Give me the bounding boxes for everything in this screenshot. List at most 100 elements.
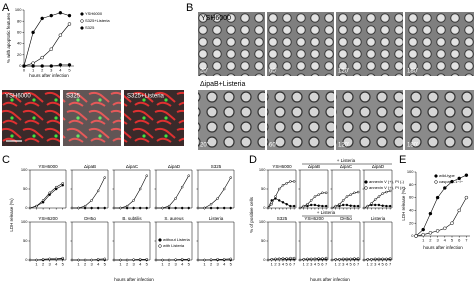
x-tick-label: 5 bbox=[350, 262, 353, 267]
data-point bbox=[373, 257, 377, 261]
y-tick-label: 20 bbox=[17, 52, 22, 57]
facet-title: ΔipaC bbox=[340, 164, 353, 169]
data-point bbox=[285, 202, 288, 206]
facet-title: YSH6000 bbox=[38, 164, 58, 169]
y-axis-label: LDH release (%) bbox=[401, 187, 406, 221]
y-tick-label: 0 bbox=[263, 257, 266, 262]
x-tick-label: 3 bbox=[133, 262, 136, 267]
x-tick-label: 1 bbox=[271, 262, 274, 267]
data-point bbox=[281, 257, 285, 260]
data-point bbox=[385, 257, 388, 261]
data-point bbox=[313, 203, 317, 207]
data-point bbox=[302, 257, 305, 261]
x-axis-label: hours after infection bbox=[310, 277, 350, 282]
legend-label: annexin V (+), PI (+) bbox=[369, 185, 406, 190]
data-point bbox=[366, 204, 369, 208]
time-label: 120' bbox=[338, 143, 349, 149]
x-tick-label: 4 bbox=[59, 68, 62, 73]
series-line bbox=[156, 175, 189, 209]
data-point bbox=[203, 258, 206, 262]
y-tick-label: 60 bbox=[409, 195, 414, 200]
x-tick-label: 1 bbox=[77, 262, 80, 267]
y-tick-label: 100 bbox=[259, 219, 266, 224]
data-point bbox=[345, 195, 349, 198]
data-point bbox=[373, 198, 377, 201]
data-point bbox=[161, 258, 164, 262]
x-tick-label: 1 bbox=[303, 262, 306, 267]
data-point bbox=[274, 195, 277, 198]
data-point bbox=[103, 206, 106, 210]
facet-title: S325 bbox=[277, 216, 288, 221]
legend-marker bbox=[434, 174, 438, 178]
data-point bbox=[421, 232, 425, 237]
data-point bbox=[31, 30, 35, 35]
x-tick-label: 3 bbox=[49, 262, 52, 267]
data-point bbox=[103, 176, 106, 179]
y-tick-label: 80 bbox=[17, 18, 22, 23]
data-point bbox=[35, 258, 38, 262]
row-label: YSH6000 bbox=[201, 15, 231, 22]
data-point bbox=[138, 257, 142, 261]
x-tick-label: 5 bbox=[286, 262, 289, 267]
data-point bbox=[356, 204, 360, 208]
legend-label: annexin V (+), PI (-) bbox=[369, 179, 405, 184]
x-tick-label: 3 bbox=[50, 68, 53, 73]
row-label: ΔipaB+Listeria bbox=[200, 81, 245, 88]
data-point bbox=[145, 257, 148, 261]
legend-marker bbox=[80, 19, 84, 23]
facet-title: Listeria bbox=[209, 216, 224, 221]
data-point bbox=[103, 257, 106, 261]
data-point bbox=[180, 206, 184, 210]
x-tick-label: 3 bbox=[91, 262, 94, 267]
data-point bbox=[28, 258, 32, 262]
data-point bbox=[58, 33, 63, 37]
data-point bbox=[58, 63, 63, 67]
data-point bbox=[309, 199, 313, 202]
data-point bbox=[270, 257, 273, 261]
data-point bbox=[302, 204, 305, 208]
facet-title: ΔipaC bbox=[126, 164, 139, 169]
y-tick-label: 0 bbox=[411, 233, 414, 238]
x-tick-label: 2 bbox=[210, 262, 213, 267]
data-point bbox=[138, 206, 142, 210]
x-tick-label: 7 bbox=[357, 262, 360, 267]
data-point bbox=[125, 258, 129, 262]
y-tick-label: 40 bbox=[409, 207, 414, 212]
micrograph bbox=[267, 90, 334, 150]
x-tick-label: 3 bbox=[436, 238, 439, 243]
y-axis-label: % of positive cells bbox=[249, 196, 254, 233]
series-line bbox=[29, 183, 63, 209]
data-point bbox=[112, 258, 116, 262]
data-point bbox=[67, 22, 72, 26]
x-tick-label: 5 bbox=[68, 68, 71, 73]
data-point bbox=[298, 206, 302, 210]
data-point bbox=[83, 204, 87, 208]
data-point bbox=[464, 173, 469, 177]
series-line bbox=[23, 23, 70, 67]
data-point bbox=[70, 258, 74, 262]
legend-label: YSH6000 bbox=[85, 11, 103, 16]
data-point bbox=[313, 257, 317, 261]
facet-title: B. subtilis bbox=[122, 216, 142, 221]
data-point bbox=[317, 193, 320, 196]
data-point bbox=[353, 204, 356, 208]
x-tick-label: 4 bbox=[282, 262, 285, 267]
panel-label: B bbox=[186, 2, 193, 14]
group-header: + Listeria bbox=[337, 158, 356, 163]
data-point bbox=[174, 197, 177, 200]
data-point bbox=[457, 176, 461, 181]
micrograph bbox=[198, 90, 265, 150]
legend-label: without Listeria bbox=[163, 237, 190, 242]
data-point bbox=[112, 206, 116, 210]
x-tick-label: 1 bbox=[367, 262, 370, 267]
facet-title: YSH6200 bbox=[304, 216, 324, 221]
micrograph-grid bbox=[198, 12, 474, 150]
y-axis-label: % with apoptotic features bbox=[6, 12, 11, 63]
y-tick-label: 100 bbox=[407, 169, 414, 174]
data-point bbox=[338, 202, 341, 206]
data-point bbox=[229, 176, 232, 179]
x-tick-label: 4 bbox=[55, 262, 58, 267]
x-tick-label: 7 bbox=[465, 238, 468, 243]
x-tick-label: 2 bbox=[306, 262, 309, 267]
facet-title: ΔipaB bbox=[84, 164, 96, 169]
